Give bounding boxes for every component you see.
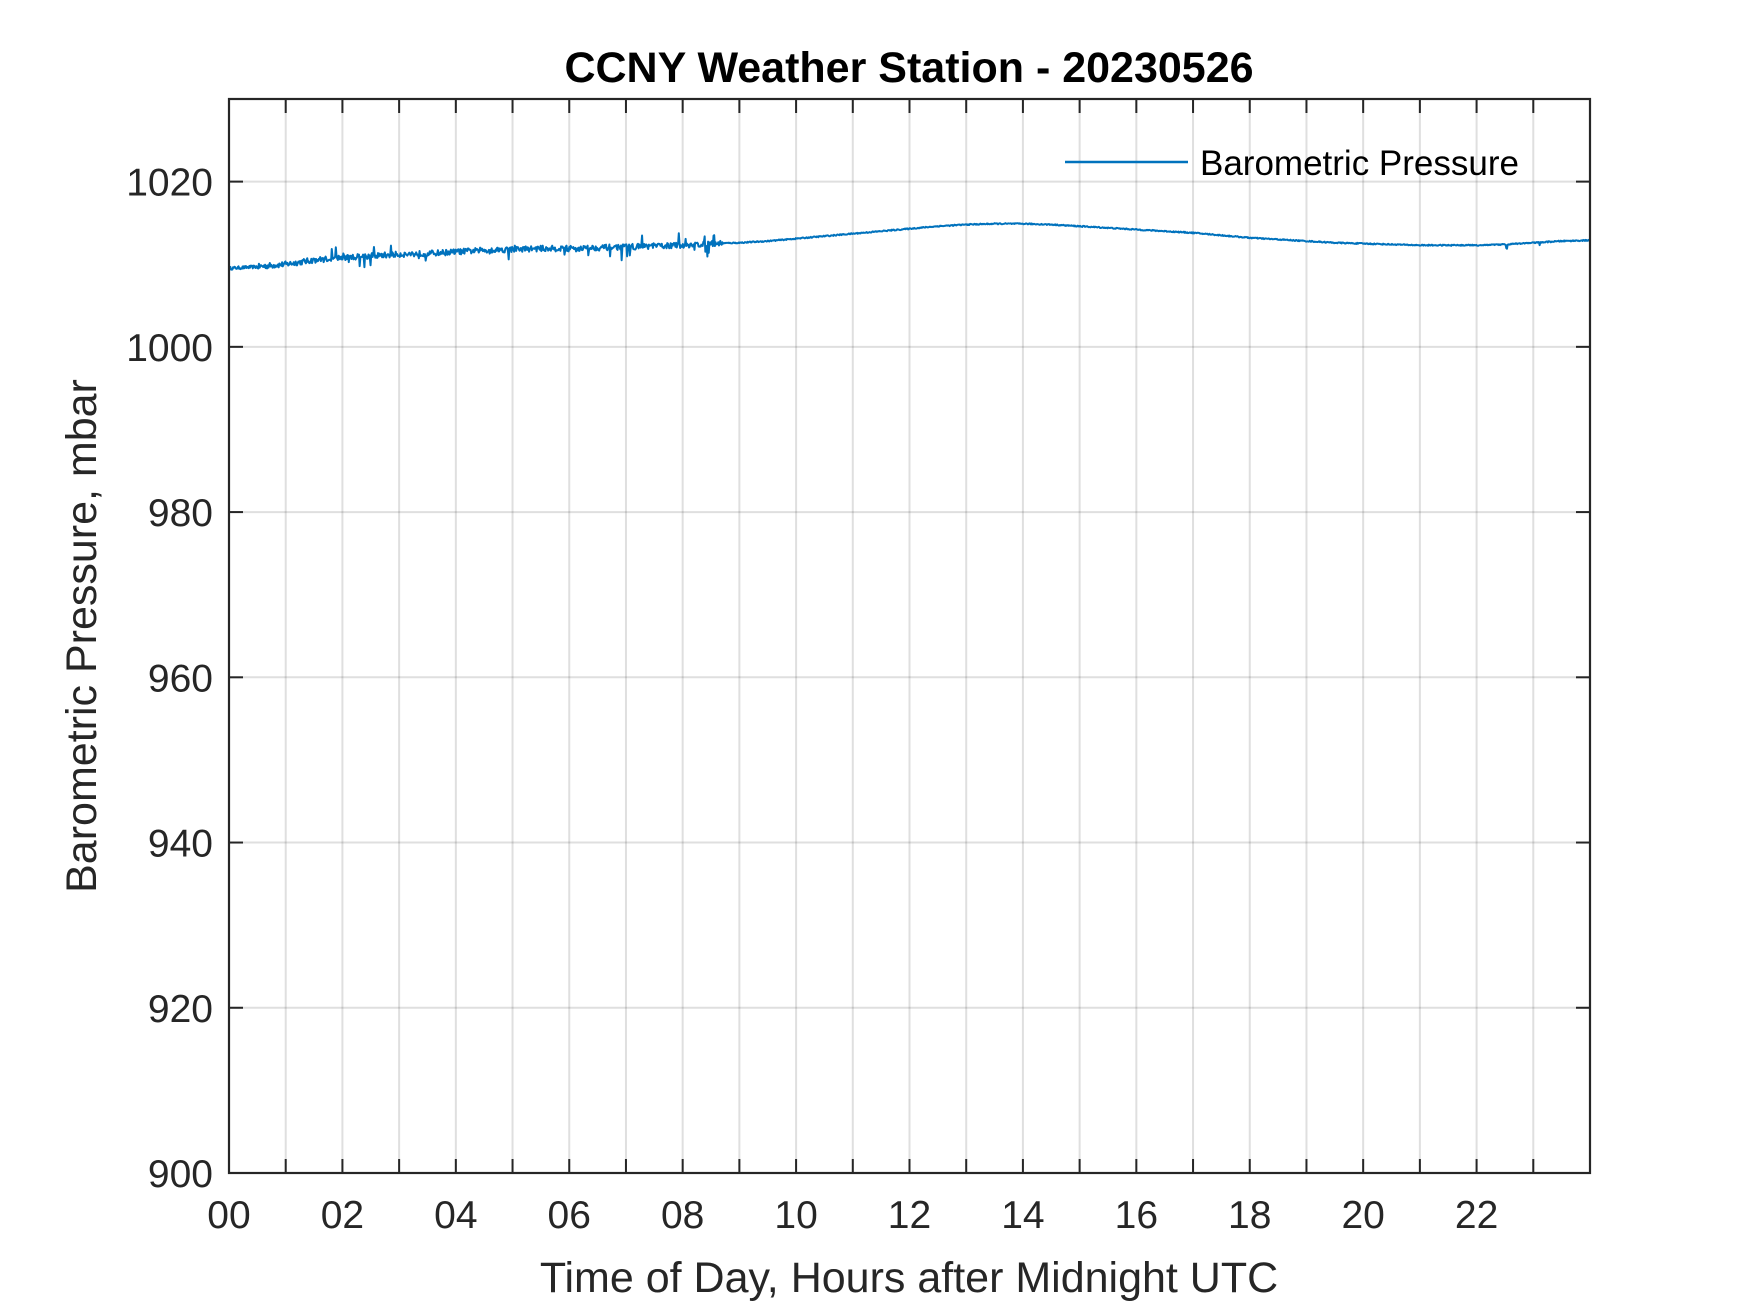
legend-label-barometric-pressure: Barometric Pressure [1200,144,1519,183]
x-tick-label: 22 [1455,1194,1498,1237]
x-tick-label: 04 [434,1194,477,1237]
x-tick-label: 10 [774,1194,817,1237]
series-line-barometric-pressure [228,222,1591,271]
x-axis-label: Time of Day, Hours after Midnight UTC [540,1254,1278,1302]
x-tick-label: 02 [321,1194,364,1237]
y-tick-label: 1020 [126,162,213,205]
plot-frame [227,97,1592,1175]
y-tick-label: 940 [148,823,213,866]
x-tick-label: 14 [1001,1194,1044,1237]
plot-area [229,99,1590,1173]
x-tick-label: 18 [1228,1194,1271,1237]
chart-title: CCNY Weather Station - 20230526 [564,44,1253,92]
x-tick-label: 08 [661,1194,704,1237]
y-tick-label: 980 [148,492,213,535]
x-tick-label: 12 [888,1194,931,1237]
x-tick-label: 00 [207,1194,250,1237]
x-tick-label: 20 [1341,1194,1384,1237]
grid [229,99,1590,1173]
legend: Barometric Pressure [1065,144,1519,183]
x-tick-labels: 00 02 04 06 08 10 12 14 16 18 20 22 [207,1194,1498,1237]
x-tick-label: 16 [1115,1194,1158,1237]
y-axis-label: Barometric Pressure, mbar [58,379,106,893]
tick-marks [229,99,1590,1174]
y-tick-label: 920 [148,988,213,1031]
x-tick-label: 06 [548,1194,591,1237]
y-tick-label: 900 [148,1153,213,1196]
y-tick-label: 1000 [126,327,213,370]
y-tick-labels: 900 920 940 960 980 1000 1020 [126,162,213,1196]
y-tick-label: 960 [148,657,213,700]
series-layer [228,222,1591,271]
